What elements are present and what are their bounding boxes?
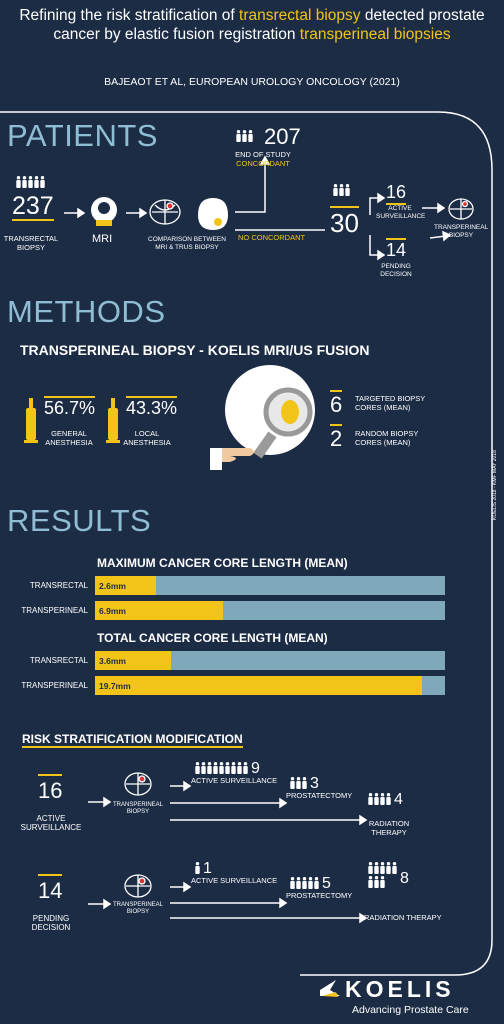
side-note: KOELIS 2018 - KMF MAY 2018 [492,450,498,520]
bar-value-label: 19.7mm [99,681,131,691]
section-heading: METHODS [7,294,166,329]
bar [95,651,172,670]
targeted-value: 6 [330,390,343,417]
brand: KOELIS [345,976,455,1002]
patient-icons [333,184,350,196]
methods-subtitle: TRANSPERINEAL BIOPSY - KOELIS MRI/US FUS… [20,342,370,358]
random-value: 2 [330,424,343,451]
chart-title: MAXIMUM CANCER CORE LENGTH (MEAN) [97,556,348,570]
group-biopsy: TRANSPERINEAL BIOPSY [112,902,163,915]
outcome-label: RADIATION THERAPY [364,913,442,922]
group-label: PENDING DECISION [31,914,71,932]
group-count: 14 [38,874,63,904]
bar [95,601,223,620]
outcome-value: 8 [400,870,409,887]
outcome-icons [368,862,398,888]
bar-value-label: 2.6mm [99,581,126,591]
patient-icons [16,176,45,188]
chart-title: TOTAL CANCER CORE LENGTH (MEAN) [97,631,328,645]
active-label: ACTIVE SURVEILLANCE [376,205,426,220]
pending-count: 14 [386,238,407,260]
concordant-count: 207 [264,124,301,149]
local-value: 43.3% [126,396,178,418]
outcome-value: 1 [203,860,212,877]
outcome-label: ACTIVE SURVEILLANCE [191,776,278,785]
magnifier-graphic [210,365,315,470]
section-heading: PATIENTS [7,118,158,153]
targeted-label: TARGETED BIOPSY CORES (MEAN) [355,394,426,412]
outcome-icons [290,877,319,889]
title: Refining the risk stratification of tran… [12,6,492,44]
title-part: transrectal biopsy [239,7,361,24]
group-label: ACTIVE SURVEILLANCE [20,814,82,832]
outcome-label: RADIATION THERAPY [368,819,410,837]
bar-value-label: 3.6mm [99,656,126,666]
bar-track [95,651,445,670]
comparison-label: COMPARISON BETWEEN MRI & TRUS BIOPSY [148,236,226,251]
total-label: TRANSRECTAL BIOPSY [3,234,59,252]
risk-heading: RISK STRATIFICATION MODIFICATION [22,732,243,748]
bar [95,576,156,595]
bar-label: TRANSRECTAL [29,581,88,590]
syringe-icons [24,398,120,443]
active-count: 16 [386,182,407,205]
outcome-value: 4 [394,791,403,808]
patient-icons [236,130,253,142]
outcome-icons [368,793,391,805]
bar-label: TRANSPERINEAL [21,681,88,690]
outcome-label: PROSTATECTOMY [286,791,353,800]
outcome-label: ACTIVE SURVEILLANCE [191,876,278,885]
bar [95,676,423,695]
outcome-icons [195,762,248,774]
mri-icon [91,197,117,226]
outcome-value: 3 [310,775,319,792]
total-count: 237 [12,192,54,221]
outcome-icons [290,777,307,789]
bar-label: TRANSPERINEAL [21,606,88,615]
bar-track [95,576,445,595]
outcome-value: 5 [322,875,331,892]
arrows-risk [170,780,368,924]
outcome-icons [195,862,200,874]
discordant-count: 30 [330,206,359,238]
bar-label: TRANSRECTAL [29,656,88,665]
group-biopsy: TRANSPERINEAL BIOPSY [112,802,163,815]
tagline: Advancing Prostate Care [352,1004,469,1016]
citation: BAJEAOT ET AL, EUROPEAN UROLOGY ONCOLOGY… [104,76,400,88]
group-count: 16 [38,774,63,804]
prostate-icon [198,198,228,230]
logo-mark [320,980,340,997]
concordant-label: END OF STUDY [235,150,291,159]
section-heading: RESULTS [7,503,152,538]
no-concordant: NO CONCORDANT [238,233,306,242]
title-part: detected prostate cancer by elastic fusi… [53,7,485,43]
pending-label: PENDING DECISION [380,263,412,278]
outcome-value: 9 [251,760,260,777]
general-label: GENERAL ANESTHESIA [45,429,93,447]
random-label: RANDOM BIOPSY CORES (MEAN) [355,429,419,447]
title-part: Refining the risk stratification of [19,7,240,24]
outcome-label: PROSTATECTOMY [286,891,353,900]
brain-icons [124,198,474,898]
title-part: transperineal biopsies [299,26,451,43]
mri-label: MRI [92,233,113,245]
bar-value-label: 6.9mm [99,606,126,616]
local-label: LOCAL ANESTHESIA [123,429,171,447]
concordant-tag: CONCORDANT [236,159,290,168]
general-value: 56.7% [44,396,96,418]
biopsy-label: TRANSPERINEAL BIOPSY [434,224,489,239]
